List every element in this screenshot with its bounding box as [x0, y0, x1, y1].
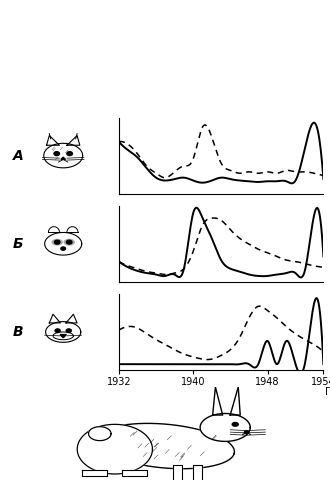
Text: В: В	[13, 325, 23, 339]
Polygon shape	[60, 335, 66, 338]
Polygon shape	[96, 423, 234, 469]
Polygon shape	[46, 321, 81, 343]
Polygon shape	[66, 314, 77, 323]
Polygon shape	[67, 227, 78, 232]
Polygon shape	[47, 136, 59, 145]
Polygon shape	[44, 143, 82, 168]
Circle shape	[67, 152, 73, 155]
Polygon shape	[61, 157, 66, 159]
Polygon shape	[88, 427, 111, 441]
Polygon shape	[230, 387, 240, 415]
Polygon shape	[82, 470, 107, 476]
Polygon shape	[77, 424, 152, 474]
Circle shape	[232, 422, 238, 426]
Polygon shape	[64, 239, 74, 245]
Text: Б: Б	[13, 237, 23, 251]
Polygon shape	[193, 465, 202, 482]
Circle shape	[54, 240, 60, 244]
Circle shape	[55, 329, 60, 332]
Polygon shape	[200, 414, 250, 441]
Polygon shape	[52, 239, 62, 245]
Polygon shape	[213, 387, 223, 415]
Text: А: А	[13, 148, 23, 163]
Polygon shape	[53, 332, 73, 340]
Circle shape	[66, 329, 71, 332]
Polygon shape	[45, 232, 82, 255]
Polygon shape	[122, 470, 148, 476]
Polygon shape	[56, 245, 70, 251]
Polygon shape	[49, 314, 60, 323]
Circle shape	[54, 152, 59, 155]
Circle shape	[66, 240, 72, 244]
Polygon shape	[173, 465, 182, 482]
Polygon shape	[49, 227, 59, 232]
Circle shape	[245, 431, 248, 433]
Text: Годы: Годы	[325, 387, 330, 397]
Polygon shape	[67, 136, 80, 145]
Circle shape	[61, 247, 66, 250]
